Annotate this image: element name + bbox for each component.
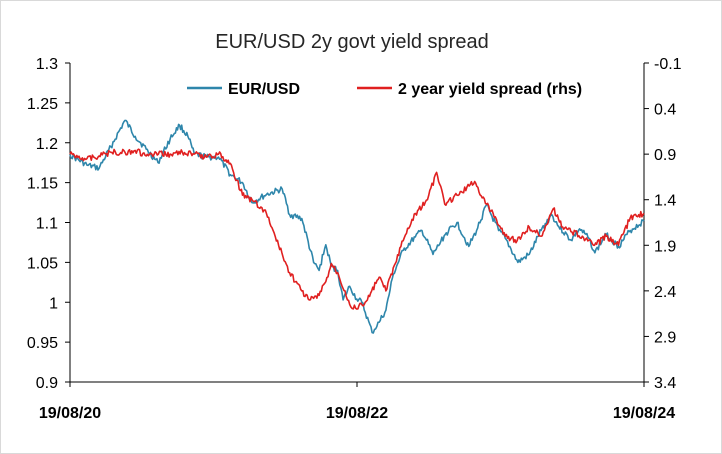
series-line-yield-spread	[69, 148, 645, 310]
legend-label-eurusd: EUR/USD	[228, 81, 300, 98]
y-left-tick-label: 1.15	[27, 176, 58, 193]
y-left-tick-label: 1	[49, 295, 58, 312]
y-right-tick-label: 2.9	[654, 329, 676, 346]
y-right-tick-label: -0.1	[654, 56, 682, 73]
y-right-tick-label: 2.4	[654, 284, 676, 301]
y-left-tick-label: 1.1	[36, 216, 58, 233]
chart-title: EUR/USD 2y govt yield spread	[215, 31, 488, 53]
y-left-tick-label: 1.2	[36, 136, 58, 153]
y-right-tick-label: 3.4	[654, 375, 676, 392]
x-tick-label: 19/08/22	[326, 405, 388, 422]
x-tick-label: 19/08/20	[39, 405, 101, 422]
y-right-tick-label: 1.9	[654, 238, 676, 255]
chart-legend: EUR/USD 2 year yield spread (rhs)	[187, 81, 582, 98]
y-left-tick-label: 0.95	[27, 335, 58, 352]
series-layer	[69, 119, 645, 334]
x-tick-label: 19/08/24	[613, 405, 675, 422]
chart-axes: 1.3 1.25 1.2 1.15 1.1 1.05 1 0.95 0.9 -0.1 0.4 0.9 1…	[27, 56, 682, 422]
y-left-tick-label: 0.9	[36, 375, 58, 392]
y-left-tick-label: 1.3	[36, 56, 58, 73]
y-right-tick-label: 0.9	[654, 147, 676, 164]
y-left-tick-label: 1.25	[27, 96, 58, 113]
y-right-tick-label: 0.4	[654, 102, 676, 119]
y-left-tick-label: 1.05	[27, 255, 58, 272]
y-right-tick-label: 1.4	[654, 193, 676, 210]
legend-label-yield-spread: 2 year yield spread (rhs)	[398, 81, 582, 98]
